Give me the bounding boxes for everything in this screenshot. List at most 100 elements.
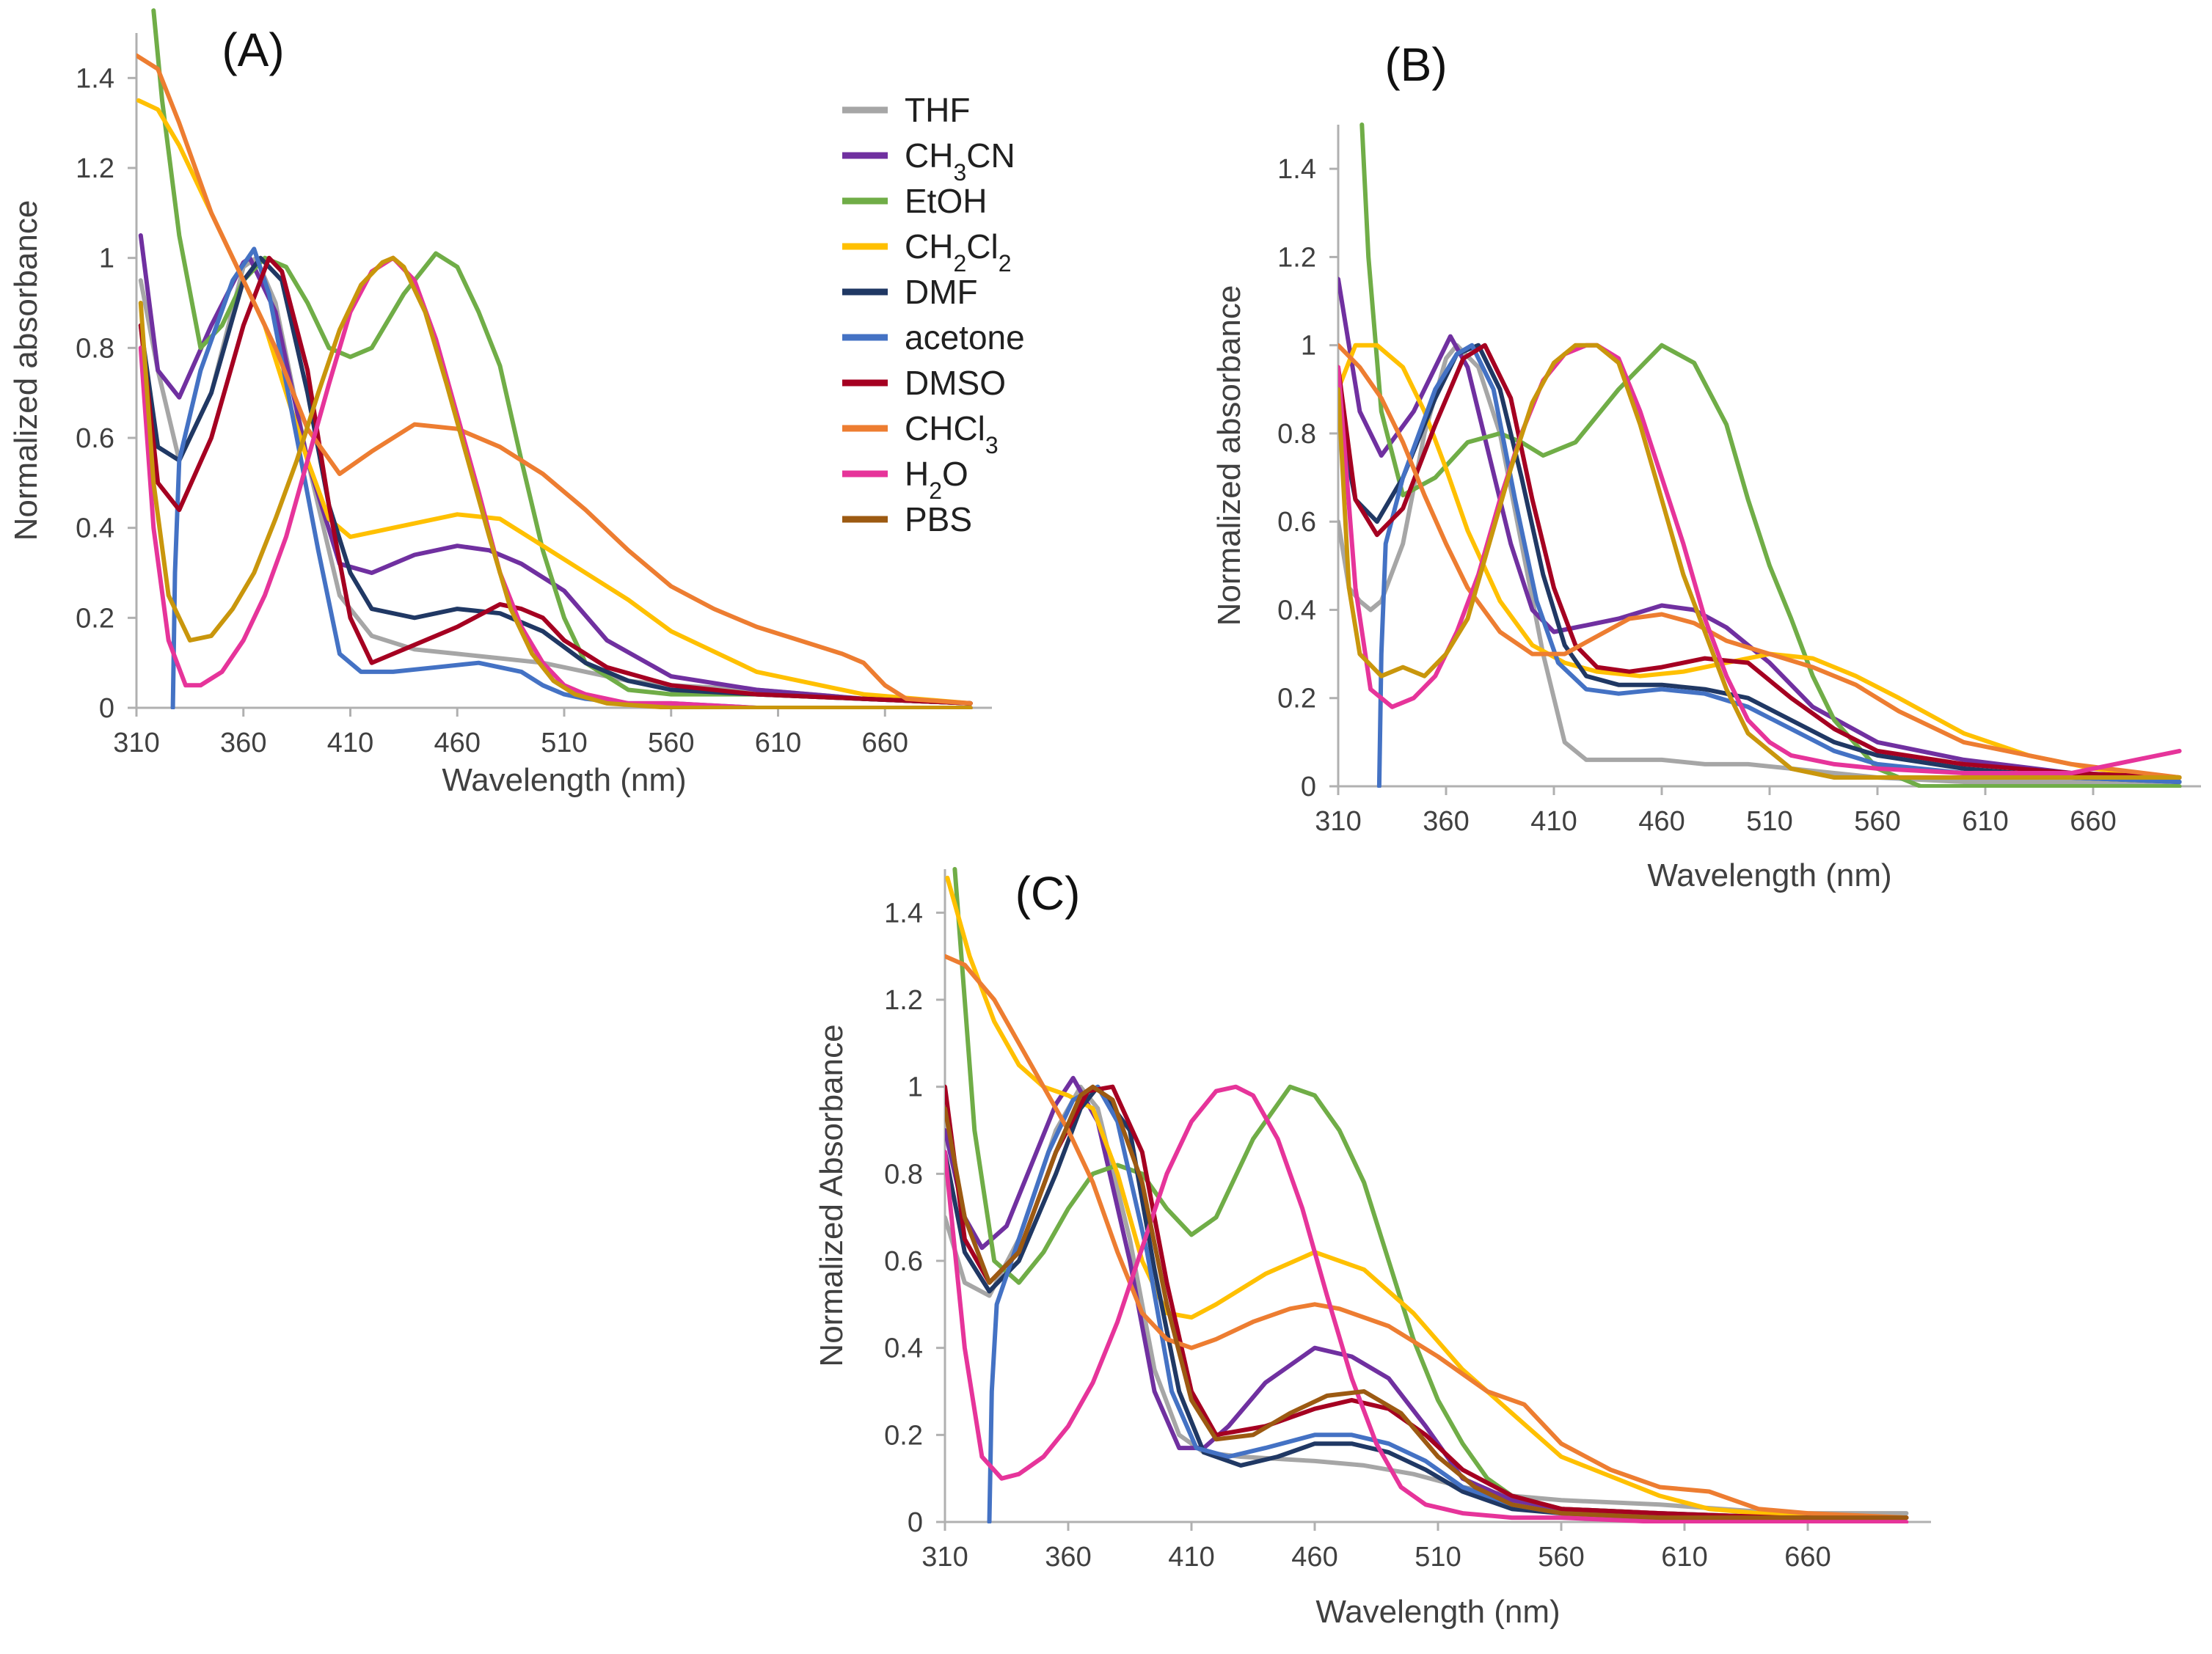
x-tick-label: 610 <box>1962 806 2008 837</box>
legend-label: CH3CN <box>905 136 1015 186</box>
series-line-dmf <box>1338 343 2182 784</box>
series-line-thf <box>945 1084 1909 1516</box>
legend-item-thf: THF <box>842 91 970 129</box>
series-line-etoh <box>1359 122 2182 788</box>
x-tick-label: 610 <box>755 728 801 758</box>
legend-text-part: THF <box>905 91 970 129</box>
x-tick-label: 310 <box>1315 806 1361 837</box>
y-tick-label: 1 <box>908 1072 923 1103</box>
legend-item-h2o: H2O <box>842 455 968 504</box>
panel-label: (C) <box>1015 867 1081 920</box>
legend-label: H2O <box>905 455 968 504</box>
legend-text-part: PBS <box>905 500 972 538</box>
y-tick-label: 1.2 <box>884 985 923 1016</box>
y-tick-label: 0.4 <box>1277 595 1316 626</box>
legend-item-ch3cn: CH3CN <box>842 136 1015 186</box>
y-tick-label: 0.2 <box>884 1420 923 1451</box>
series-line-dmso <box>1338 343 2182 780</box>
x-tick-label: 510 <box>1746 806 1792 837</box>
y-tick-label: 0 <box>1301 772 1316 802</box>
y-tick-label: 0.6 <box>1277 507 1316 538</box>
legend-text-part: acetone <box>905 318 1025 356</box>
y-tick-label: 0 <box>908 1507 923 1538</box>
legend-item-dmf: DMF <box>842 273 978 311</box>
legend-label: PBS <box>905 500 972 538</box>
series-line-chcl3 <box>945 954 1909 1521</box>
x-tick-label: 660 <box>1784 1542 1830 1573</box>
series-line-acetone <box>1376 343 2182 788</box>
y-tick-label: 0.4 <box>884 1333 923 1364</box>
legend-text-part: CN <box>966 136 1015 175</box>
legend-text-part: H <box>905 455 929 493</box>
legend-label: CH2Cl2 <box>905 227 1012 277</box>
legend-text-part: DMSO <box>905 364 1006 402</box>
x-tick-label: 310 <box>921 1542 968 1573</box>
series-line-ch2cl2 <box>136 98 973 706</box>
y-tick-label: 0.8 <box>76 333 114 364</box>
legend-label: EtOH <box>905 182 987 220</box>
series-line-pbs <box>1338 343 2182 780</box>
panel-b: 310 360 410 460 510 560 610 660 0 0.2 0.4 0.6 0.8 1 1.… <box>1211 38 2201 893</box>
series-line-dmf <box>945 1084 1909 1521</box>
panel-a: 310 360 410 460 510 560 610 660 0 0.2 0.4 0.6 0.8 1 1.… <box>8 8 992 798</box>
x-tick-label: 560 <box>1538 1542 1584 1573</box>
x-tick-label: 510 <box>1415 1542 1461 1573</box>
legend-item-acetone: acetone <box>842 318 1025 356</box>
y-tick-label: 0.6 <box>884 1246 923 1277</box>
x-tick-label: 410 <box>1168 1542 1214 1573</box>
series-line-ch3cn <box>138 233 973 706</box>
x-axis-title: Wavelength (nm) <box>1647 857 1891 893</box>
legend-subscript: 3 <box>953 159 966 186</box>
x-tick-label: 560 <box>1854 806 1900 837</box>
legend-text-part: CHCl <box>905 409 985 447</box>
legend-text-part: Cl <box>966 227 998 266</box>
panel-label: (A) <box>222 23 284 76</box>
series-group <box>945 867 1909 1523</box>
series-line-dmso <box>138 255 973 706</box>
legend-label: acetone <box>905 318 1025 356</box>
x-tick-label: 460 <box>1638 806 1684 837</box>
y-tick-label: 1.4 <box>884 898 923 929</box>
y-tick-label: 0.2 <box>76 603 114 634</box>
legend-text-part: EtOH <box>905 182 987 220</box>
legend-label: DMF <box>905 273 978 311</box>
x-axis-title: Wavelength (nm) <box>1315 1594 1560 1630</box>
legend: THFCH3CNEtOHCH2Cl2DMFacetoneDMSOCHCl3H2O… <box>842 91 1025 538</box>
y-tick-label: 1 <box>1301 331 1316 362</box>
series-line-ch3cn <box>1338 277 2182 780</box>
x-tick-label: 460 <box>434 728 481 758</box>
y-tick-label: 1.2 <box>76 153 114 184</box>
y-tick-label: 0.8 <box>1277 419 1316 450</box>
series-line-thf <box>1338 343 2182 784</box>
x-tick-label: 310 <box>113 728 159 758</box>
series-group <box>136 8 973 709</box>
legend-subscript: 2 <box>929 477 942 504</box>
legend-item-dmso: DMSO <box>842 364 1006 402</box>
y-tick-label: 0.6 <box>76 423 114 454</box>
series-line-chcl3 <box>136 53 973 706</box>
series-group <box>1338 122 2182 788</box>
legend-text-part: O <box>942 455 968 493</box>
y-tick-label: 1 <box>99 244 114 274</box>
x-tick-label: 360 <box>220 728 266 758</box>
y-tick-label: 1.2 <box>1277 242 1316 273</box>
legend-item-ch2cl2: CH2Cl2 <box>842 227 1012 277</box>
x-tick-label: 410 <box>1530 806 1577 837</box>
y-tick-label: 0.8 <box>884 1159 923 1190</box>
series-line-pbs <box>945 1084 1909 1521</box>
legend-subscript: 2 <box>999 250 1012 277</box>
series-line-chcl3 <box>1338 343 2182 780</box>
legend-item-pbs: PBS <box>842 500 972 538</box>
legend-label: DMSO <box>905 364 1006 402</box>
legend-label: THF <box>905 91 970 129</box>
legend-item-chcl3: CHCl3 <box>842 409 999 458</box>
legend-text-part: CH <box>905 136 953 175</box>
series-line-dmf <box>138 255 973 706</box>
series-line-ch2cl2 <box>1338 343 2182 780</box>
panel-c: 310 360 410 460 510 560 610 660 0 0.2 0.4 0.6 0.8 1 1.… <box>814 867 1931 1630</box>
legend-text-part: DMF <box>905 273 978 311</box>
legend-item-etoh: EtOH <box>842 182 987 220</box>
series-line-ch3cn <box>945 1075 1909 1521</box>
series-line-pbs <box>138 255 973 709</box>
